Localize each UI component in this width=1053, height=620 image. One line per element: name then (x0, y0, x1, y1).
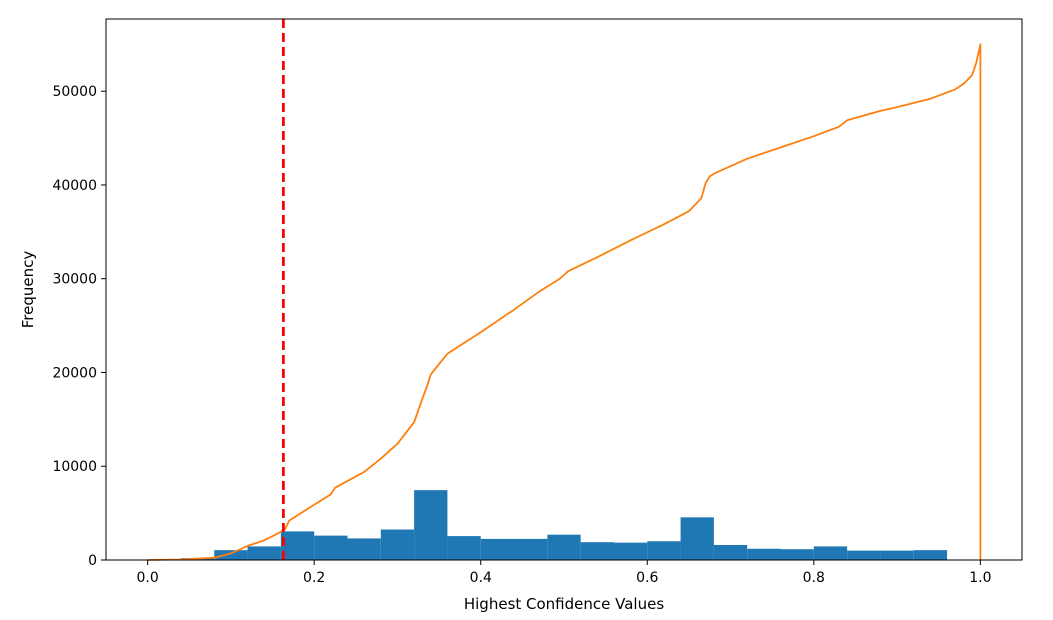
cumulative-line (147, 43, 982, 561)
x-tick-label: 0.2 (303, 570, 325, 586)
y-tick-label: 50000 (52, 84, 97, 100)
x-tick-label: 0.8 (803, 570, 825, 586)
y-tick-label: 20000 (52, 365, 97, 381)
y-axis-label: Frequency (19, 251, 37, 329)
histogram-bar (214, 550, 248, 560)
histogram-bar (880, 550, 914, 560)
histogram-bar (747, 548, 781, 560)
histogram-bar (314, 535, 348, 560)
histogram-bar (480, 538, 515, 560)
x-axis-label: Highest Confidence Values (464, 595, 664, 613)
histogram-bar (280, 531, 315, 560)
y-tick-label: 10000 (52, 459, 97, 475)
histogram-bar (813, 546, 848, 560)
histogram-bar (514, 538, 548, 560)
plot-area (147, 19, 982, 561)
y-tick-label: 40000 (52, 178, 97, 194)
x-tick-label: 0.0 (137, 570, 159, 586)
axes-frame (105, 18, 1023, 561)
histogram-bar (780, 549, 814, 560)
histogram-bar (547, 534, 581, 560)
x-tick-label: 1.0 (969, 570, 991, 586)
y-axis-ticks: 0 10000 20000 30000 40000 50000 (52, 84, 106, 569)
x-tick-label: 0.4 (470, 570, 492, 586)
histogram-bar (580, 542, 614, 560)
histogram-bar (847, 550, 881, 560)
x-axis-ticks: 0.0 0.2 0.4 0.6 0.8 1.0 (137, 560, 991, 586)
histogram-bar (613, 542, 648, 560)
y-tick-label: 0 (88, 553, 97, 569)
histogram-bar (647, 541, 681, 560)
histogram-bar (680, 517, 714, 560)
histogram-bar (713, 544, 748, 560)
histogram-bar (447, 536, 481, 560)
histogram-bar (347, 538, 381, 560)
y-tick-label: 30000 (52, 272, 97, 288)
histogram-bar (247, 546, 281, 560)
x-tick-label: 0.6 (636, 570, 658, 586)
histogram-bar (913, 550, 948, 560)
histogram-bar (380, 529, 415, 560)
histogram-bar (414, 490, 448, 560)
